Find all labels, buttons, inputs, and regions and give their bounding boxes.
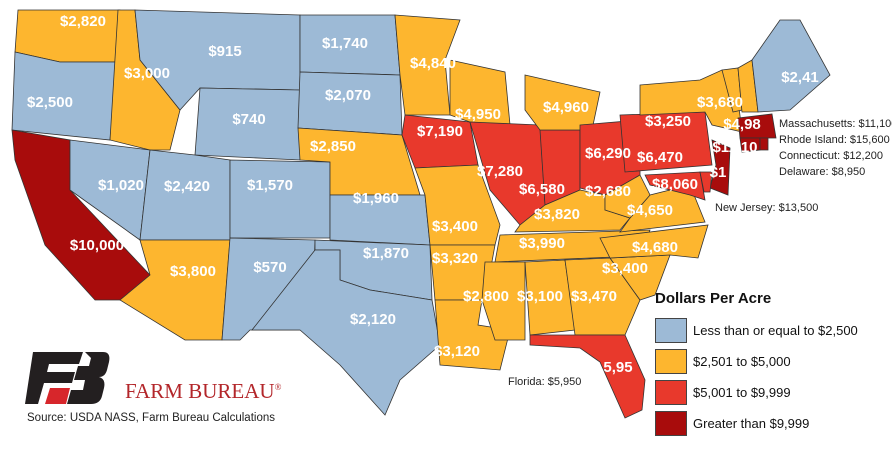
- state-value-label-wi: $4,950: [455, 106, 501, 123]
- state-value-label-va: $4,650: [627, 202, 673, 219]
- callout-new-jersey: New Jersey: $13,500: [715, 202, 819, 214]
- state-value-label-ks: $1,960: [353, 190, 399, 207]
- state-value-label-wa: $2,820: [60, 13, 106, 30]
- state-value-label-nj: $1: [710, 164, 727, 181]
- state-de: [699, 171, 713, 193]
- state-value-label-id: $3,000: [124, 65, 170, 82]
- state-mi: [524, 74, 601, 131]
- state-ga: [564, 257, 641, 336]
- state-value-label-ga: $3,470: [571, 288, 617, 305]
- state-md: [644, 171, 706, 201]
- state-value-label-me: $2,41: [781, 69, 819, 86]
- state-value-label-la: $3,120: [434, 343, 480, 360]
- legend-item: Less than or equal to $2,500: [655, 315, 858, 346]
- callout-florida: Florida: $5,950: [508, 376, 582, 388]
- legend-label: $2,501 to $5,000: [693, 354, 791, 369]
- callout-delaware: Delaware: $8,950: [779, 166, 866, 178]
- state-value-label-nc: $4,680: [632, 239, 678, 256]
- state-value-label-ut: $2,420: [164, 178, 210, 195]
- state-nc: [599, 224, 709, 259]
- state-value-label-wy: $740: [232, 111, 265, 128]
- callout-connecticut: Connecticut: $12,200: [779, 150, 883, 162]
- callout-rhode-island: Rhode Island: $15,600: [779, 134, 890, 146]
- legend: Dollars Per Acre Less than or equal to $…: [655, 290, 858, 439]
- state-value-label-fl: 5,95: [603, 359, 632, 376]
- legend-swatch: [655, 349, 687, 374]
- legend-item: $5,001 to $9,999: [655, 377, 858, 408]
- state-value-label-in: $6,580: [519, 181, 565, 198]
- state-value-label-ne: $2,850: [310, 138, 356, 155]
- farm-bureau-logo-icon: [25, 352, 110, 404]
- legend-swatch: [655, 380, 687, 405]
- legend-label: Greater than $9,999: [693, 416, 810, 431]
- state-value-label-il: $7,280: [477, 163, 523, 180]
- state-fl: [529, 334, 646, 419]
- state-value-label-sc: $3,400: [602, 260, 648, 277]
- state-value-label-nv: $1,020: [98, 177, 144, 194]
- legend-swatch: [655, 411, 687, 436]
- state-ma: [737, 113, 777, 139]
- state-ut: [139, 149, 231, 241]
- state-value-label-or: $2,500: [27, 94, 73, 111]
- legend-swatch: [655, 318, 687, 343]
- legend-label: Less than or equal to $2,500: [693, 323, 858, 338]
- state-value-label-ok: $1,870: [363, 245, 409, 262]
- state-co: [229, 159, 331, 239]
- brand-name: FARM BUREAU®: [125, 379, 281, 404]
- state-value-label-vt: $3,680: [697, 94, 743, 111]
- state-wv: [604, 174, 651, 219]
- state-value-label-tn: $3,990: [519, 235, 565, 252]
- state-value-label-nm: $570: [253, 259, 286, 276]
- legend-item: $2,501 to $5,000: [655, 346, 858, 377]
- state-value-label-md: $8,060: [652, 176, 698, 193]
- state-value-label-ms: $2,800: [463, 288, 509, 305]
- brand-text: FARM BUREAU: [125, 379, 275, 403]
- state-nj: [709, 139, 731, 196]
- state-me: [751, 19, 831, 113]
- state-value-label-az: $3,800: [170, 263, 216, 280]
- state-value-label-sd: $2,070: [325, 87, 371, 104]
- state-value-label-mi: $4,960: [543, 99, 589, 116]
- state-value-label-mn: $4,840: [410, 55, 456, 72]
- state-value-label-wv: $2,680: [585, 183, 631, 200]
- state-ri: [759, 137, 769, 151]
- legend-label: $5,001 to $9,999: [693, 385, 791, 400]
- state-value-label-al: $3,100: [517, 288, 563, 305]
- state-value-label-ny: $3,250: [645, 113, 691, 130]
- registered-mark: ®: [274, 382, 282, 392]
- state-value-label-pa: $6,470: [637, 149, 683, 166]
- state-value-label-ky: $3,820: [534, 206, 580, 223]
- state-value-label-mo: $3,400: [432, 218, 478, 235]
- state-value-label-mt: $915: [208, 43, 241, 60]
- legend-title: Dollars Per Acre: [655, 290, 772, 307]
- state-value-label-ar: $3,320: [432, 250, 478, 267]
- state-value-label-co: $1,570: [247, 177, 293, 194]
- state-value-label-ma: $11,10: [712, 139, 757, 156]
- state-value-label-ca: $10,000: [70, 237, 124, 254]
- source-note: Source: USDA NASS, Farm Bureau Calculati…: [27, 412, 275, 424]
- state-value-label-nh: $4,98: [723, 116, 761, 133]
- state-value-label-oh: $6,290: [585, 145, 631, 162]
- state-value-label-nd: $1,740: [322, 35, 368, 52]
- legend-item: Greater than $9,999: [655, 408, 858, 439]
- state-value-label-tx: $2,120: [350, 311, 396, 328]
- state-ms: [481, 261, 526, 341]
- state-az: [119, 239, 231, 341]
- callout-massachusetts: Massachusetts: $11,100: [779, 118, 892, 130]
- state-tx: [251, 249, 441, 416]
- state-value-label-ia: $7,190: [417, 123, 463, 140]
